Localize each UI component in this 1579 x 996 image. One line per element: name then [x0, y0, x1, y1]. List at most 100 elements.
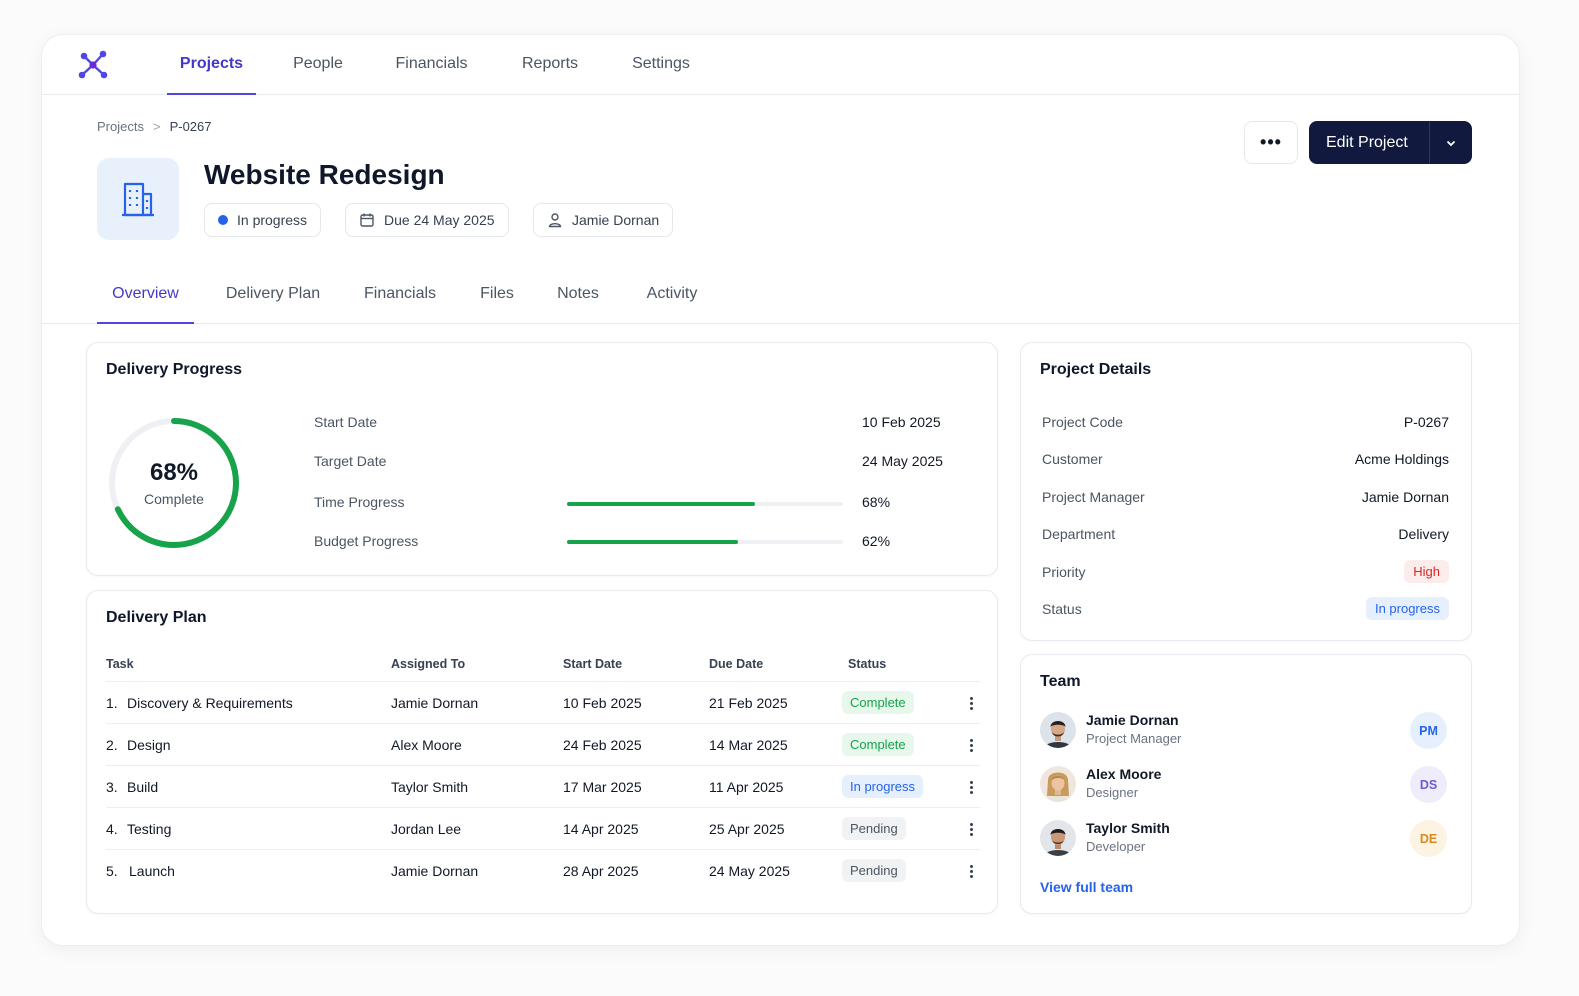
status-chip: In progress	[204, 203, 322, 237]
app-window: Projects People Financials Reports Setti…	[41, 34, 1520, 946]
customer-value: Acme Holdings	[1354, 451, 1449, 467]
status-badge: In progress	[842, 775, 924, 798]
column-header-due-date: Due Date	[709, 657, 764, 671]
task-due-date: 11 Apr 2025	[709, 779, 784, 795]
target-date-label: Target Date	[314, 453, 387, 469]
row-menu-icon[interactable]	[962, 766, 980, 808]
time-progress-bar	[567, 502, 843, 506]
delivery-plan-title: Delivery Plan	[106, 609, 207, 626]
task-due-date: 14 Mar 2025	[709, 737, 788, 753]
table-row[interactable]: 5. Launch Jamie Dornan 28 Apr 2025 24 Ma…	[106, 849, 980, 891]
priority-badge: High	[1404, 560, 1449, 583]
table-row[interactable]: 3. Build Taylor Smith 17 Mar 2025 11 Apr…	[106, 765, 980, 807]
breadcrumb-projects-link[interactable]: Projects	[97, 119, 144, 134]
department-value: Delivery	[1398, 526, 1449, 542]
tab-overview[interactable]: Overview	[97, 275, 194, 324]
avatar	[1040, 766, 1076, 802]
edit-project-dropdown[interactable]	[1429, 121, 1472, 164]
task-start-date: 28 Apr 2025	[563, 863, 639, 879]
delivery-progress-title: Delivery Progress	[106, 361, 243, 378]
chevron-down-icon	[1446, 140, 1456, 146]
column-header-task: Task	[106, 657, 134, 671]
task-due-date: 21 Feb 2025	[709, 695, 788, 711]
project-details-card: Project Details Project Code P-0267 Cust…	[1020, 342, 1472, 641]
start-date-value: 10 Feb 2025	[862, 414, 941, 430]
row-menu-icon[interactable]	[962, 724, 980, 766]
table-row[interactable]: 4. Testing Jordan Lee 14 Apr 2025 25 Apr…	[106, 807, 980, 849]
owner-label: Jamie Dornan	[572, 212, 660, 228]
nav-people[interactable]: People	[293, 55, 343, 72]
edit-project-button[interactable]: Edit Project	[1309, 121, 1472, 164]
task-due-date: 24 May 2025	[709, 863, 790, 879]
task-start-date: 14 Apr 2025	[563, 821, 639, 837]
project-code-label: Project Code	[1042, 414, 1123, 430]
delivery-progress-card: Delivery Progress 68% Complete Start Dat…	[86, 342, 998, 576]
view-full-team-link[interactable]: View full team	[1040, 879, 1134, 895]
avatar	[1040, 712, 1076, 748]
user-icon	[548, 213, 562, 228]
tab-files[interactable]: Files	[480, 285, 514, 302]
breadcrumb-separator: >	[152, 119, 161, 134]
status-chip-label: In progress	[237, 212, 308, 228]
member-role: Developer	[1086, 839, 1146, 854]
status-badge: Complete	[842, 691, 914, 714]
status-label: Status	[1042, 601, 1082, 617]
more-options-button[interactable]: •••	[1244, 121, 1298, 164]
member-name: Jamie Dornan	[1086, 712, 1179, 728]
task-name: Launch	[129, 863, 175, 879]
nav-settings[interactable]: Settings	[632, 55, 690, 72]
edit-project-label: Edit Project	[1326, 133, 1408, 151]
task-number: 4.	[106, 821, 118, 837]
nav-projects[interactable]: Projects	[167, 35, 256, 95]
budget-progress-label: Budget Progress	[314, 533, 419, 549]
tab-financials[interactable]: Financials	[363, 285, 437, 302]
task-number: 2.	[106, 737, 118, 753]
department-label: Department	[1042, 526, 1116, 542]
building-icon	[97, 158, 179, 240]
task-assignee: Alex Moore	[391, 737, 462, 753]
tab-activity[interactable]: Activity	[646, 285, 698, 302]
task-assignee: Jamie Dornan	[391, 863, 479, 879]
task-start-date: 10 Feb 2025	[563, 695, 642, 711]
table-row[interactable]: 2. Design Alex Moore 24 Feb 2025 14 Mar …	[106, 723, 980, 765]
status-dot-icon	[218, 215, 228, 225]
app-logo-icon[interactable]	[76, 48, 110, 82]
nav-reports[interactable]: Reports	[521, 55, 579, 72]
team-card: Team Jamie Dornan Project Manager PM	[1020, 654, 1472, 914]
status-badge: In progress	[1365, 597, 1449, 620]
avatar	[1040, 820, 1076, 856]
progress-caption: Complete	[144, 491, 204, 507]
member-role: Project Manager	[1086, 731, 1182, 746]
table-row[interactable]: 1. Discovery & Requirements Jamie Dornan…	[106, 681, 980, 723]
due-date-label: Due 24 May 2025	[384, 212, 495, 228]
task-name: Testing	[127, 821, 172, 837]
budget-progress-bar	[567, 540, 843, 544]
breadcrumb: Projects > P-0267	[97, 119, 211, 134]
priority-label: Priority	[1042, 564, 1086, 580]
project-manager-label: Project Manager	[1042, 489, 1145, 505]
role-badge: PM	[1410, 712, 1447, 749]
task-name: Discovery & Requirements	[127, 695, 293, 711]
team-member[interactable]: Taylor Smith Developer DE	[1040, 818, 1450, 858]
team-title: Team	[1040, 673, 1081, 690]
task-name: Design	[127, 737, 171, 753]
time-progress-fill	[567, 502, 755, 506]
task-name: Build	[127, 779, 159, 795]
team-member[interactable]: Jamie Dornan Project Manager PM	[1040, 710, 1450, 750]
status-badge: Complete	[842, 733, 914, 756]
progress-percent: 68%	[149, 459, 199, 486]
project-manager-value: Jamie Dornan	[1361, 489, 1449, 505]
row-menu-icon[interactable]	[962, 682, 980, 724]
task-start-date: 24 Feb 2025	[563, 737, 642, 753]
column-header-status: Status	[848, 657, 887, 671]
task-number: 1.	[106, 695, 118, 711]
task-assignee: Jordan Lee	[391, 821, 462, 837]
tab-notes[interactable]: Notes	[557, 285, 599, 302]
nav-financials[interactable]: Financials	[395, 55, 468, 72]
row-menu-icon[interactable]	[962, 850, 980, 892]
team-member[interactable]: Alex Moore Designer DS	[1040, 764, 1450, 804]
member-role: Designer	[1086, 785, 1139, 800]
row-menu-icon[interactable]	[962, 808, 980, 850]
tab-delivery-plan[interactable]: Delivery Plan	[225, 285, 321, 302]
target-date-value: 24 May 2025	[862, 453, 943, 469]
